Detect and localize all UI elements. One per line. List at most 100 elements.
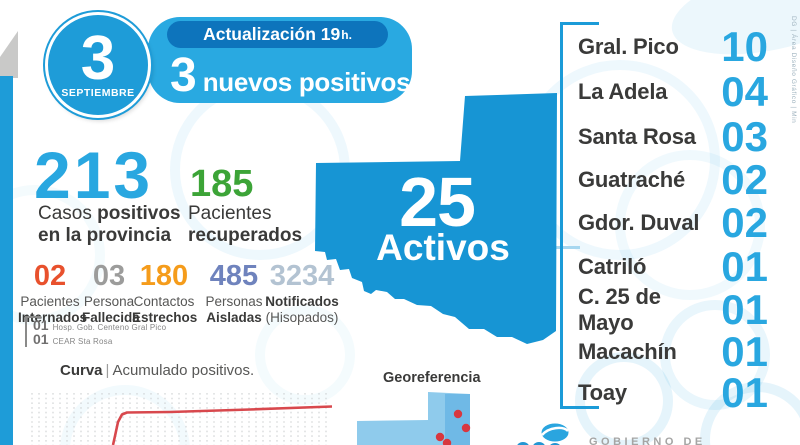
background-ring <box>615 150 765 300</box>
background-ring <box>700 382 800 445</box>
city-row-gdor-duval: Gdor. Duval 02 <box>578 201 768 245</box>
curve-line <box>111 405 332 445</box>
update-banner: Actualización 19 h. 3 nuevos positivos <box>148 17 412 103</box>
stat-value: 02 <box>33 260 67 292</box>
new-positives-count: 3 <box>170 49 197 102</box>
geo-city-shape <box>357 392 470 445</box>
map-list-connector <box>546 246 580 249</box>
hospital-count: 01 <box>33 317 49 333</box>
positives-label-line2: en la provincia <box>38 225 172 247</box>
stat-label: Pacientes <box>20 294 80 309</box>
curve-title-rest: Acumulado positivos. <box>112 362 255 379</box>
update-time-pill: Actualización 19 h. <box>167 21 388 48</box>
background-ring <box>255 305 355 405</box>
city-name: Guatraché <box>578 167 686 192</box>
hospital-row: 01 Hosp. Gob. Centeno Gral Pico <box>33 317 167 333</box>
hospital-name: CEAR Sta Rosa <box>52 337 113 346</box>
stat-notificados: 3234 Notificados (Hisopados) <box>262 262 342 326</box>
province-shape <box>315 93 557 344</box>
new-positives-label: nuevos positivos <box>202 67 411 97</box>
total-positives-label: Casos positivos en la provincia <box>38 203 181 248</box>
government-text: GOBIERNO DE <box>589 436 706 445</box>
stat-label: Fallecida <box>82 310 140 326</box>
stat-value: 03 <box>92 260 126 292</box>
stat-value: 485 <box>209 260 259 292</box>
city-list-bracket <box>560 22 601 409</box>
geo-case-dot <box>435 432 445 442</box>
city-row-c25-de-mayo: C. 25 de Mayo 01 <box>578 284 768 335</box>
city-count: 01 <box>721 286 768 333</box>
stat-label: Persona <box>83 294 135 309</box>
geo-city-shade <box>445 394 470 445</box>
stat-value: 180 <box>139 260 189 292</box>
province-map: 25 Activos <box>315 93 557 344</box>
date-month: SEPTIEMBRE <box>61 87 135 100</box>
date-badge: 3 SEPTIEMBRE <box>45 12 151 118</box>
stat-label: Notificados <box>265 294 339 309</box>
stat-aisladas: 485 Personas Aisladas <box>202 262 266 326</box>
city-count: 10 <box>721 23 768 70</box>
geo-case-dot <box>461 423 471 433</box>
design-credit: DG | Área Diseño Gráfico | Min <box>790 16 797 124</box>
hospital-row: 01 CEAR Sta Rosa <box>33 331 166 347</box>
new-positives: 3 nuevos positivos <box>170 48 411 103</box>
date-day: 3 <box>80 23 116 93</box>
update-time-text: Actualización 19 <box>203 24 341 44</box>
positives-label-normal: Casos <box>38 203 98 224</box>
recovered-label-line1: Pacientes <box>188 203 272 224</box>
background-ring <box>0 185 105 325</box>
city-name: Santa Rosa <box>578 124 696 149</box>
city-name: Gdor. Duval <box>578 210 700 235</box>
stat-label: Internados <box>18 310 88 326</box>
city-row-macachin: Macachín 01 <box>578 330 768 374</box>
background-ring <box>575 352 673 445</box>
stat-label: Aisladas <box>206 310 262 326</box>
city-row-la-adela: La Adela 04 <box>578 70 768 114</box>
total-positives-value: 213 <box>34 138 154 212</box>
city-count: 04 <box>721 68 768 115</box>
city-row-guatrache: Guatraché 02 <box>578 158 768 202</box>
city-row-gral-pico: Gral. Pico 10 <box>578 25 768 69</box>
geo-case-dot <box>442 438 452 445</box>
stat-value: 3234 <box>269 260 335 292</box>
curve-title-bold: Curva <box>60 362 103 379</box>
city-count: 01 <box>721 243 768 290</box>
geo-label: Georeferencia <box>383 370 481 386</box>
city-count: 02 <box>721 199 768 246</box>
stat-fallecida: 03 Persona Fallecida <box>82 260 140 326</box>
curve-chart-svg <box>31 393 332 445</box>
geo-map-svg <box>357 392 471 445</box>
positives-label-bold: positivos <box>97 203 181 224</box>
logo-dot-icon <box>533 442 545 445</box>
recovered-label: Pacientes recuperados <box>188 203 302 248</box>
stat-internados: 02 Pacientes Internados <box>18 260 88 326</box>
stat-label: Estrechos <box>132 310 198 326</box>
city-row-santa-rosa: Santa Rosa 03 <box>578 115 768 159</box>
geo-case-dot <box>453 409 463 419</box>
government-logo <box>517 423 569 445</box>
recovered-label-line2: recuperados <box>188 225 303 247</box>
stat-contactos: 180 Contactos Estrechos <box>132 260 198 326</box>
hospital-name: Hosp. Gob. Centeno Gral Pico <box>52 323 167 332</box>
city-count: 03 <box>721 113 768 160</box>
hospitalized-detail: 01 Hosp. Gob. Centeno Gral Pico 01 CEAR … <box>25 316 166 347</box>
curve-title-separator: | <box>105 362 110 379</box>
ribbon-gray <box>0 31 18 78</box>
city-count: 01 <box>721 369 768 416</box>
stat-label: (Hisopados) <box>265 310 339 326</box>
stat-label: Contactos <box>133 294 195 309</box>
city-row-toay: Toay 01 <box>578 371 768 415</box>
city-name: Catriló <box>578 254 647 279</box>
city-name: Gral. Pico <box>578 34 679 59</box>
city-row-catrilo: Catriló 01 <box>578 245 768 289</box>
active-cases-value: 25 <box>399 163 475 241</box>
recovered-value: 185 <box>190 163 254 205</box>
city-name: C. 25 de Mayo <box>578 284 661 335</box>
city-name: Toay <box>578 380 627 405</box>
stat-label: Personas <box>205 294 263 309</box>
curve-title: Curva | Acumulado positivos. <box>60 362 254 379</box>
city-count: 01 <box>721 328 768 375</box>
ribbon-blue <box>0 76 13 445</box>
city-name: La Adela <box>578 79 668 104</box>
